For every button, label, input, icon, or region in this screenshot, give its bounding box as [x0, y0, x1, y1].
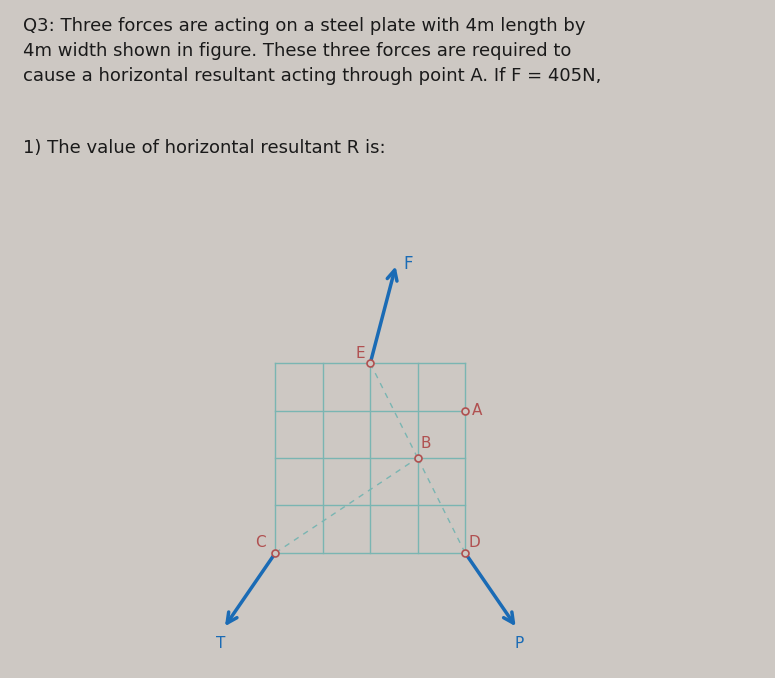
- Text: B: B: [420, 436, 431, 451]
- Text: Q3: Three forces are acting on a steel plate with 4m length by
4m width shown in: Q3: Three forces are acting on a steel p…: [23, 17, 601, 85]
- Text: C: C: [256, 536, 267, 551]
- Text: A: A: [472, 403, 483, 418]
- Text: D: D: [469, 536, 480, 551]
- Text: F: F: [404, 255, 413, 273]
- Text: P: P: [515, 636, 524, 651]
- Text: 1) The value of horizontal resultant R is:: 1) The value of horizontal resultant R i…: [23, 139, 386, 157]
- Text: E: E: [355, 346, 365, 361]
- Text: T: T: [216, 636, 226, 651]
